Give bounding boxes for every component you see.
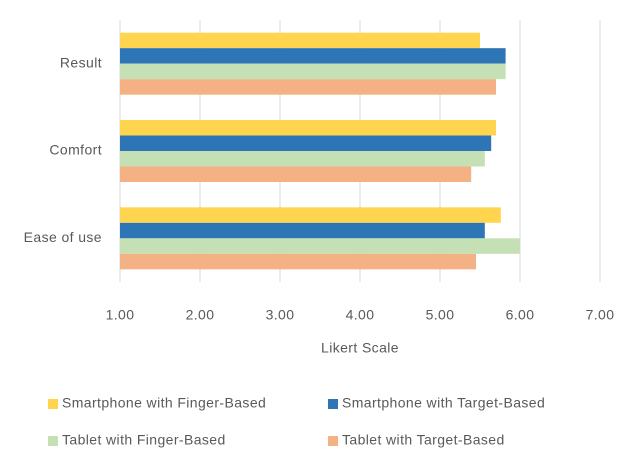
x-tick-label: 3.00 xyxy=(266,307,295,323)
legend-label: Tablet with Finger-Based xyxy=(62,432,226,448)
legend-swatch xyxy=(48,399,58,409)
bar xyxy=(120,207,501,223)
x-tick-label: 7.00 xyxy=(586,307,615,323)
bar xyxy=(120,63,506,80)
y-tick-label: Result xyxy=(60,54,102,70)
x-tick-label: 1.00 xyxy=(106,307,135,323)
x-tick-label: 5.00 xyxy=(426,307,455,323)
legend-label: Smartphone with Target-Based xyxy=(342,395,545,411)
legend-swatch xyxy=(48,436,58,446)
legend-swatch xyxy=(328,436,338,446)
bar xyxy=(120,238,520,254)
bar xyxy=(120,253,476,270)
y-tick-label: Ease of use xyxy=(24,229,102,245)
bar xyxy=(120,222,485,239)
bar xyxy=(120,32,480,49)
legend-label: Tablet with Target-Based xyxy=(342,432,505,448)
bar xyxy=(120,120,496,136)
y-tick-label: Comfort xyxy=(49,142,102,158)
bar xyxy=(120,151,485,167)
x-tick-label: 2.00 xyxy=(186,307,215,323)
bar xyxy=(120,79,496,95)
bar xyxy=(120,135,492,151)
x-tick-label: 4.00 xyxy=(346,307,375,323)
legend-label: Smartphone with Finger-Based xyxy=(62,395,266,411)
x-tick-label: 6.00 xyxy=(506,307,535,323)
x-axis-title: Likert Scale xyxy=(321,340,399,356)
legend-swatch xyxy=(328,399,338,409)
bar xyxy=(120,48,506,64)
bar xyxy=(120,166,472,182)
